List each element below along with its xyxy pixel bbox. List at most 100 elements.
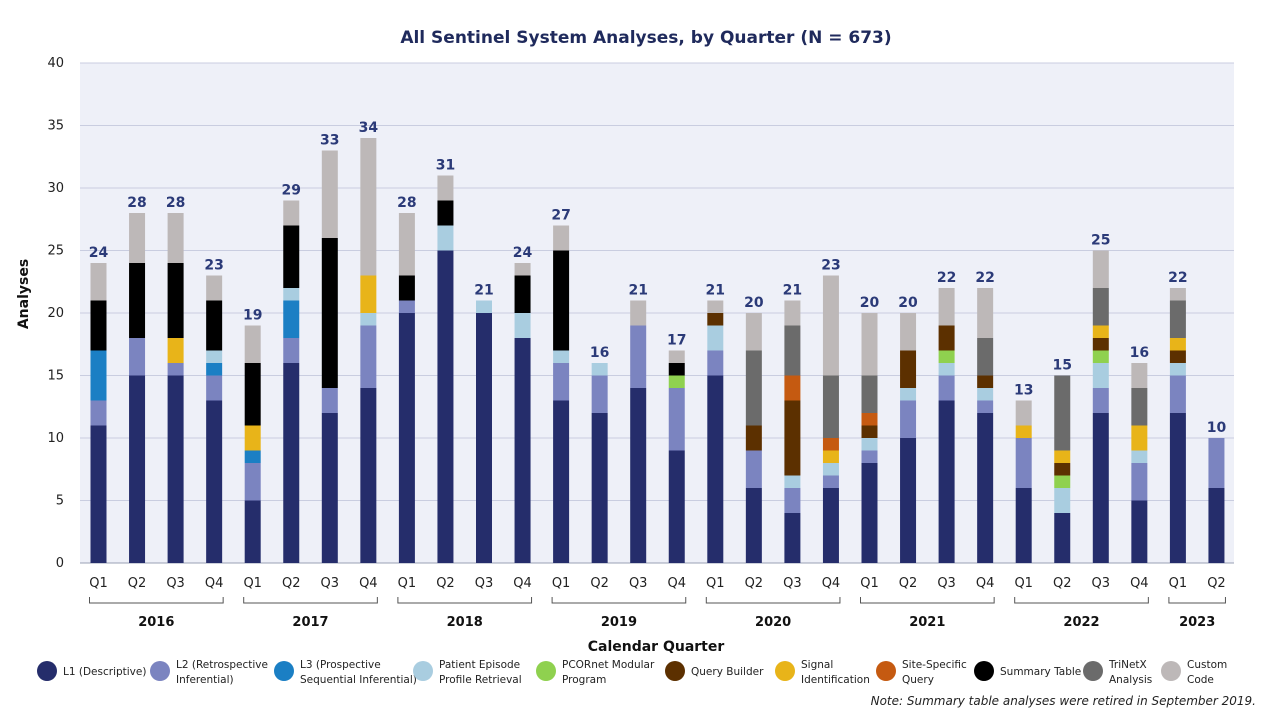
bar-segment [1169, 338, 1186, 351]
bar-segment [244, 425, 261, 451]
x-tick-label: Q1 [1014, 576, 1033, 591]
total-label: 15 [1053, 358, 1072, 374]
x-tick-label: Q2 [1207, 576, 1226, 591]
bar-segment [1169, 375, 1186, 413]
bar-segment [129, 213, 146, 263]
bar-segment [861, 450, 878, 463]
legend-swatch [413, 661, 433, 681]
bar-segment [938, 288, 955, 326]
year-bracket [860, 597, 995, 604]
bar-segment [977, 400, 994, 413]
bar-segment [360, 313, 377, 326]
total-label: 20 [898, 295, 918, 311]
bar-segment [1169, 413, 1186, 563]
bar-segment [861, 438, 878, 451]
legend-label-line2: Profile Retrieval [439, 674, 522, 686]
legend-label: PCORnet Modular [562, 659, 655, 671]
bar-segment [167, 363, 184, 376]
bar-segment [129, 338, 146, 376]
bar-segment [321, 388, 338, 413]
legend-swatch [775, 661, 795, 681]
bar-segment [977, 288, 994, 338]
bar-segment [167, 213, 184, 263]
bar-segment [514, 263, 531, 276]
y-tick-label: 0 [56, 556, 64, 571]
bar-segment [398, 213, 415, 276]
bar-segment [822, 450, 839, 463]
total-label: 17 [667, 333, 686, 349]
year-bracket [1014, 597, 1149, 604]
year-label: 2020 [755, 615, 791, 630]
x-axis-label: Calendar Quarter [588, 639, 725, 655]
bar-segment [90, 300, 107, 351]
bar-segment [784, 400, 801, 476]
total-label: 28 [397, 195, 416, 211]
x-tick-label: Q3 [321, 576, 340, 591]
bar-segment [745, 350, 762, 426]
x-axis-ticks: Q1 Q2 Q3 Q4 Q1 Q2 Q3 Q4 Q1 Q2 Q3 Q4 Q1 Q2 Q3 Q4 Q1 Q2 Q3 Q4… [89, 576, 1225, 591]
bar-segment [1092, 338, 1109, 351]
x-tick-label: Q3 [475, 576, 494, 591]
bars [90, 138, 1225, 563]
total-label: 34 [359, 120, 379, 136]
bar-segment [437, 175, 454, 201]
bar-segment [630, 300, 647, 326]
x-tick-label: Q1 [1169, 576, 1188, 591]
bar-segment [90, 263, 107, 301]
bar-segment [283, 225, 300, 288]
x-tick-label: Q1 [552, 576, 571, 591]
bar-segment [1092, 350, 1109, 363]
bar-segment [129, 263, 146, 338]
bar-segment [591, 413, 608, 563]
bar-segment [822, 488, 839, 563]
total-label: 20 [744, 295, 764, 311]
total-label: 16 [1130, 345, 1149, 361]
bar-segment [900, 400, 917, 438]
bar-segment [437, 250, 454, 563]
bar-segment [900, 313, 917, 351]
bar-segment [129, 375, 146, 563]
bar-segment [861, 413, 878, 426]
bar-segment [784, 375, 801, 401]
year-label: 2018 [447, 615, 483, 630]
x-tick-label: Q2 [745, 576, 764, 591]
bar-segment [360, 138, 377, 276]
bar-segment [861, 375, 878, 413]
bar-segment [1169, 288, 1186, 301]
bar-segment [1054, 463, 1071, 476]
bar-segment [1054, 513, 1071, 563]
year-bracket [705, 597, 841, 604]
legend-label: TriNetX [1108, 659, 1147, 671]
bar-segment [553, 363, 570, 401]
x-tick-label: Q1 [860, 576, 879, 591]
bar-segment [591, 375, 608, 413]
y-tick-label: 20 [47, 306, 64, 321]
x-tick-label: Q2 [590, 576, 609, 591]
bar-segment [321, 238, 338, 388]
legend-label: Query Builder [691, 666, 764, 678]
bar-segment [1015, 425, 1032, 438]
legend-label-line2: Code [1187, 674, 1214, 686]
bar-segment [784, 475, 801, 488]
bar-segment [822, 438, 839, 451]
bar-segment [321, 150, 338, 238]
bar-segment [1015, 488, 1032, 563]
bar-segment [398, 300, 415, 313]
x-tick-label: Q3 [937, 576, 956, 591]
legend-swatch [37, 661, 57, 681]
legend-swatch [1083, 661, 1103, 681]
bar-segment [822, 463, 839, 476]
legend-label: L1 (Descriptive) [63, 666, 146, 678]
bar-segment [938, 363, 955, 376]
bar-segment [1131, 500, 1148, 563]
bar-segment [745, 488, 762, 563]
bar-segment [668, 375, 685, 388]
bar-segment [861, 425, 878, 438]
bar-segment [1092, 363, 1109, 388]
total-label: 21 [706, 283, 725, 299]
total-label: 22 [1168, 270, 1187, 286]
bar-segment [822, 475, 839, 488]
total-label: 29 [282, 183, 301, 199]
